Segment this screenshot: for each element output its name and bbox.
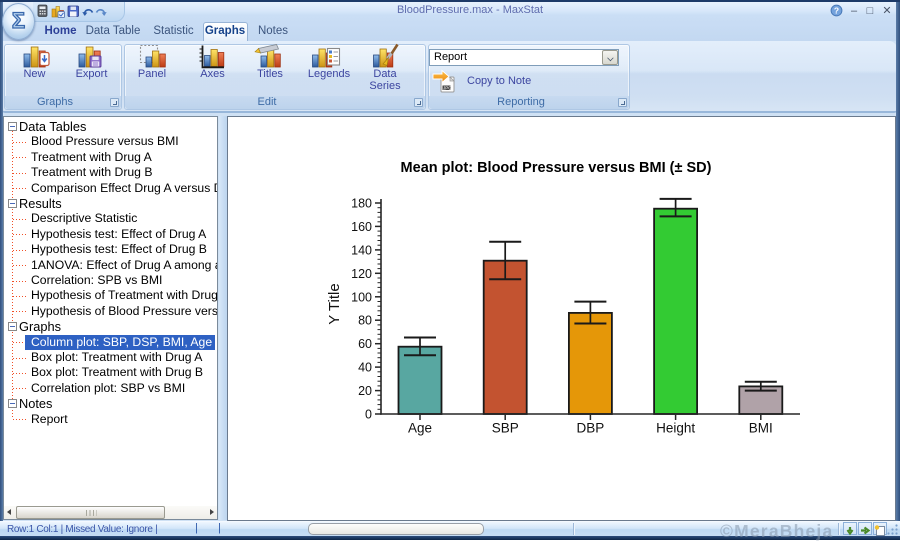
svg-text:BMI: BMI	[749, 421, 773, 436]
svg-text:180: 180	[351, 197, 372, 211]
svg-text:JPG: JPG	[443, 85, 452, 90]
svg-text:60: 60	[358, 337, 372, 351]
svg-text:100: 100	[351, 290, 372, 304]
svg-text:Y Title: Y Title	[326, 283, 343, 324]
svg-text:20: 20	[358, 384, 372, 398]
svg-text:0: 0	[365, 408, 372, 422]
svg-text:DBP: DBP	[577, 421, 605, 436]
svg-text:140: 140	[351, 243, 372, 257]
svg-text:40: 40	[358, 361, 372, 375]
svg-text:SBP: SBP	[492, 421, 519, 436]
svg-text:120: 120	[351, 267, 372, 281]
svg-text:80: 80	[358, 314, 372, 328]
svg-text:Mean plot: Blood Pressure vers: Mean plot: Blood Pressure versus BMI (± …	[401, 160, 712, 176]
svg-text:160: 160	[351, 220, 372, 234]
svg-text:Height: Height	[656, 421, 695, 436]
svg-text:Age: Age	[408, 421, 432, 436]
svg-text:?: ?	[833, 5, 838, 15]
